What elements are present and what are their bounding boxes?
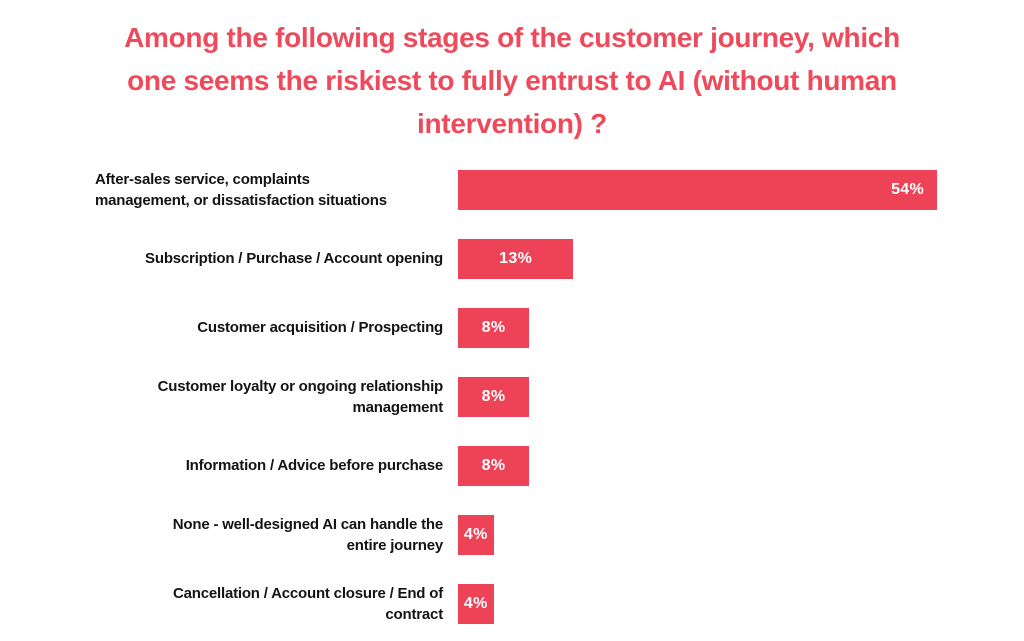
- category-label-line: After-sales service, complaints: [95, 170, 310, 188]
- category-label-line: Customer acquisition / Prospecting: [197, 319, 443, 336]
- bar-track: 8%: [458, 307, 960, 348]
- bar: 13%: [458, 238, 574, 279]
- category-label-line: entire journey: [346, 536, 444, 554]
- bar-value-label: 8%: [481, 387, 506, 405]
- category-label: After-sales service, complaints managemen…: [95, 169, 443, 211]
- category-label-line: Subscription / Purchase / Account openin…: [145, 250, 443, 267]
- chart-row: Customer loyalty or ongoing relationship…: [0, 362, 1024, 431]
- category-label: Information / Advice before purchase: [95, 455, 444, 476]
- chart-row: After-sales service, complaints managemen…: [0, 155, 1024, 224]
- category-label-line: management, or dissatisfaction situation…: [95, 191, 387, 209]
- chart-title-line: one seems the riskiest to fully entrust …: [127, 65, 897, 96]
- chart-title: Among the following stages of the custom…: [0, 0, 1024, 145]
- category-label: Customer loyalty or ongoing relationship…: [95, 376, 444, 418]
- bar-value-label: 4%: [463, 525, 488, 543]
- bar-track: 4%: [458, 514, 960, 555]
- bar-value-label: 8%: [481, 318, 506, 336]
- category-label-line: None - well-designed AI can handle the: [172, 515, 443, 533]
- category-label: Cancellation / Account closure / End of c…: [95, 583, 443, 625]
- category-label-line: Cancellation / Account closure / End of: [172, 584, 443, 602]
- category-label: None - well-designed AI can handle the en…: [95, 514, 443, 556]
- category-label-line: management: [352, 398, 443, 416]
- category-label-line: Information / Advice before purchase: [185, 457, 444, 474]
- bar-track: 13%: [458, 238, 960, 279]
- chart-row: Cancellation / Account closure / End of c…: [0, 569, 1024, 638]
- chart-title-line: intervention) ?: [417, 108, 607, 139]
- bar-value-label: 13%: [499, 249, 533, 267]
- chart-title-line: Among the following stages of the custom…: [124, 22, 900, 53]
- bar: 54%: [458, 169, 937, 210]
- category-label-line: Customer loyalty or ongoing relationship: [157, 377, 444, 395]
- bar-chart: After-sales service, complaints managemen…: [0, 155, 1024, 638]
- bar: 8%: [458, 445, 529, 486]
- bar: 8%: [458, 307, 529, 348]
- category-label-line: contract: [385, 605, 443, 623]
- bar: 4%: [458, 583, 494, 624]
- category-label: Customer acquisition / Prospecting: [95, 317, 443, 338]
- bar-track: 8%: [458, 445, 960, 486]
- bar-value-label: 54%: [891, 180, 924, 198]
- bar-value-label: 4%: [463, 594, 488, 612]
- bar: 4%: [458, 514, 494, 555]
- chart-row: Customer acquisition / Prospecting 8%: [0, 293, 1024, 362]
- bar: 8%: [458, 376, 529, 417]
- bar-track: 8%: [458, 376, 960, 417]
- chart-row: None - well-designed AI can handle the en…: [0, 500, 1024, 569]
- bar-track: 54%: [458, 169, 960, 210]
- chart-row: Information / Advice before purchase 8%: [0, 431, 1024, 500]
- category-label: Subscription / Purchase / Account openin…: [95, 248, 443, 269]
- bar-value-label: 8%: [481, 456, 506, 474]
- chart-row: Subscription / Purchase / Account openin…: [0, 224, 1024, 293]
- bar-track: 4%: [458, 583, 960, 624]
